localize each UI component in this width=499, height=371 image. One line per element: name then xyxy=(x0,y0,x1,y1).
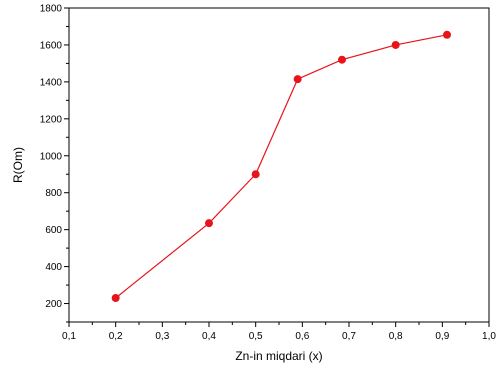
x-tick-label: 0,6 xyxy=(295,331,309,342)
data-point xyxy=(443,30,451,39)
data-point xyxy=(293,75,302,84)
y-tick-label: 1800 xyxy=(40,4,63,15)
x-tick-label: 0,8 xyxy=(389,331,403,342)
y-tick-label: 1200 xyxy=(40,114,63,125)
data-point xyxy=(251,170,260,179)
x-tick-label: 0,1 xyxy=(62,331,76,342)
x-tick-label: 0,7 xyxy=(342,331,356,342)
x-tick-label: 0,3 xyxy=(155,331,169,342)
y-tick-label: 200 xyxy=(45,299,62,310)
data-point xyxy=(391,40,400,49)
x-axis-title: Zn-in miqdari (x) xyxy=(235,349,322,363)
plot-frame xyxy=(68,7,490,323)
x-tick-label: 0,4 xyxy=(202,331,216,342)
y-tick-label: 800 xyxy=(45,188,62,199)
y-tick-label: 600 xyxy=(45,225,62,236)
data-point xyxy=(205,219,213,228)
x-axis-ticks: 0,1 0,2 0,3 0,4 0,5 0,6 0,7 0,8 0,9 1,0 xyxy=(62,322,496,342)
x-tick-label: 0,2 xyxy=(109,331,123,342)
data-point xyxy=(338,55,346,64)
y-tick-label: 1600 xyxy=(40,40,63,51)
x-tick-label: 0,9 xyxy=(435,331,449,342)
y-axis-title: R(Om) xyxy=(11,147,25,183)
y-tick-label: 1400 xyxy=(40,77,63,88)
y-tick-label: 1000 xyxy=(40,151,63,162)
y-axis-ticks: 200 400 600 800 1000 1200 1400 1600 1800 xyxy=(40,4,69,323)
data-point xyxy=(111,293,120,302)
y-tick-label: 400 xyxy=(45,262,62,273)
x-tick-label: 0,5 xyxy=(249,331,263,342)
series-line xyxy=(115,34,448,299)
series-layer xyxy=(111,30,451,302)
x-tick-label: 1,0 xyxy=(482,331,496,342)
